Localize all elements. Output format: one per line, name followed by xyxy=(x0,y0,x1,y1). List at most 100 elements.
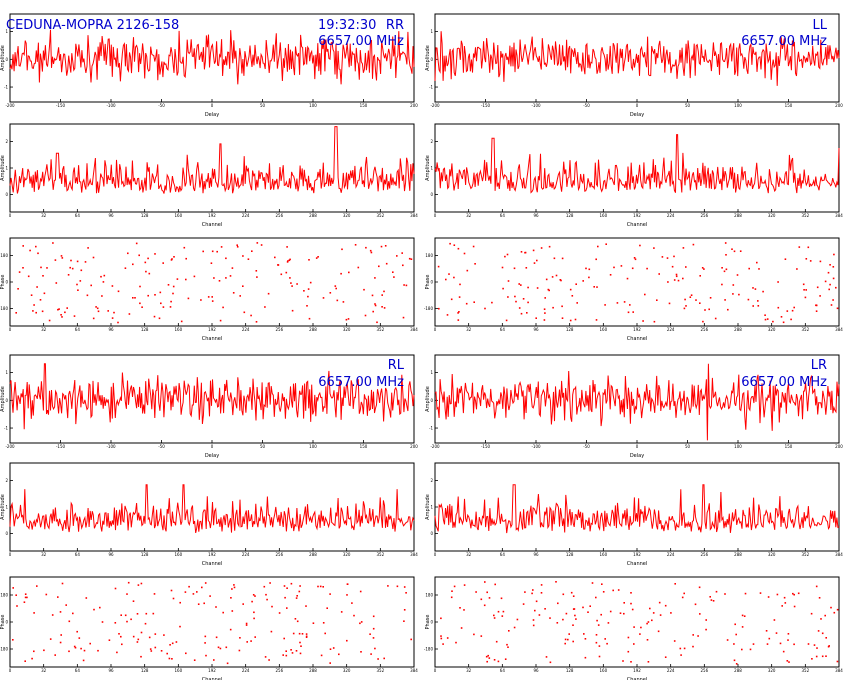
ll-phase-point xyxy=(703,268,705,270)
rl-phase-point xyxy=(360,651,362,653)
ll-phase-point xyxy=(605,243,607,245)
ll-phase-point xyxy=(504,255,506,258)
rl-phase-point xyxy=(80,647,82,650)
ll-delay-xtick-label: -200 xyxy=(430,103,440,108)
lr-phase-point xyxy=(793,643,795,646)
ll-delay-xtick-label: 200 xyxy=(835,103,843,108)
ll-phase-point xyxy=(731,248,733,250)
ll-phase-point xyxy=(682,277,684,280)
ll-phase-point xyxy=(457,319,460,321)
rr-amp-ylabel: Amplitude xyxy=(0,155,6,181)
rl-phase-xtick-label: 0 xyxy=(9,668,12,673)
rl-phase-point xyxy=(23,601,26,603)
lr-phase-point xyxy=(752,643,755,645)
rr-phase-point xyxy=(380,245,383,248)
rr-phase-point xyxy=(86,294,89,297)
lr-phase-point xyxy=(836,660,839,663)
ll-phase-point xyxy=(675,273,678,276)
lr-phase-point xyxy=(524,591,526,593)
rl-phase-point xyxy=(68,620,71,623)
rl-phase-point xyxy=(114,622,117,624)
rl-phase-xlabel: Channel xyxy=(202,677,223,680)
rr-phase-point xyxy=(35,311,37,314)
lr-phase-point xyxy=(627,650,630,653)
rl-phase-point xyxy=(263,585,266,588)
ll-phase-point xyxy=(754,288,757,290)
ll-phase-point xyxy=(752,287,754,289)
rr-phase-point xyxy=(207,296,210,298)
rl-phase-point xyxy=(192,593,195,595)
rr-amp-xtick-label: 192 xyxy=(208,213,216,218)
rr-phase-point xyxy=(185,257,187,260)
rl-delay-xtick-label: -150 xyxy=(56,444,66,449)
rr-phase-point xyxy=(236,246,239,248)
rl-amp-xtick-label: 0 xyxy=(9,552,12,557)
rr-phase-xtick-label: 256 xyxy=(276,327,284,332)
rr-phase-point xyxy=(365,246,367,249)
lr-phase-point xyxy=(815,585,818,588)
rl-phase-point xyxy=(116,651,118,654)
lr-phase-point xyxy=(733,643,735,645)
rl-phase-point xyxy=(294,618,297,620)
lr-phase-point xyxy=(647,661,650,663)
rr-phase-point xyxy=(147,294,149,297)
rr-phase-point xyxy=(135,242,138,245)
ll-phase-point xyxy=(561,317,564,319)
ll-phase-point xyxy=(833,253,835,256)
rr-phase-point xyxy=(371,294,374,297)
lr-amp-trace xyxy=(434,484,840,534)
rr-phase-point xyxy=(306,305,308,307)
rr-phase-ytick-label: 0 xyxy=(5,280,8,285)
rr-phase-point xyxy=(160,302,162,305)
lr-phase-point xyxy=(640,626,642,629)
rr-phase-point xyxy=(141,306,143,308)
rl-amp-xtick-label: 384 xyxy=(410,552,418,557)
lr-phase-xtick-label: 320 xyxy=(768,668,776,673)
rr-phase-point xyxy=(41,310,44,313)
ll-phase-point xyxy=(507,296,509,298)
rl-phase-point xyxy=(329,648,332,650)
ll-phase-point xyxy=(501,266,504,269)
lr-phase-point xyxy=(680,654,682,656)
lr-amp-xtick-label: 96 xyxy=(533,552,539,557)
ll-amp-ylabel: Amplitude xyxy=(425,155,431,181)
lr-phase-point xyxy=(455,641,457,644)
rr-phase-point xyxy=(374,277,376,279)
lr-phase-xtick-label: 128 xyxy=(566,668,574,673)
rr-phase-point xyxy=(232,292,235,294)
rr-phase-point xyxy=(138,254,140,257)
lr-phase-point xyxy=(555,581,557,583)
lr-phase-point xyxy=(724,593,726,595)
rr-phase-point xyxy=(383,307,386,309)
rr-phase-point xyxy=(255,270,258,272)
rr-phase-point xyxy=(289,277,291,279)
rr-phase-point xyxy=(154,294,156,296)
rr-phase-point xyxy=(76,260,79,263)
rl-phase-point xyxy=(171,658,173,660)
ll-phase-point xyxy=(724,299,726,301)
panels-group: 10-1-200 -150 -100 -50 0 50 100 150 200DelayAmpl… xyxy=(0,13,843,680)
rr-amp-trace xyxy=(9,126,415,194)
rr-amp-xlabel: Channel xyxy=(202,222,223,228)
lr-phase-point xyxy=(598,655,601,658)
ll-phase-point xyxy=(522,298,525,300)
rl-delay-ytick-label: 1 xyxy=(5,370,8,375)
ll-phase-point xyxy=(505,319,508,322)
source-title: CEDUNA-MOPRA 2126-158 xyxy=(6,18,179,33)
lr-phase-point xyxy=(572,608,575,610)
rl-phase-point xyxy=(140,631,143,634)
lr-phase-point xyxy=(705,619,707,621)
ll-phase-ylabel: Phase xyxy=(425,275,431,290)
lr-phase-point xyxy=(793,593,795,596)
rl-phase-point xyxy=(264,656,267,658)
lr-phase-point xyxy=(658,601,661,604)
lr-phase-point xyxy=(549,617,551,619)
rl-phase-point xyxy=(193,659,196,661)
ll-phase-point xyxy=(815,304,817,307)
rl-phase-point xyxy=(322,586,324,588)
rl-phase-point xyxy=(26,596,28,599)
lr-phase-xtick-label: 96 xyxy=(533,668,539,673)
ll-phase-point xyxy=(491,301,493,304)
lr-amp-xtick-label: 32 xyxy=(466,552,472,557)
